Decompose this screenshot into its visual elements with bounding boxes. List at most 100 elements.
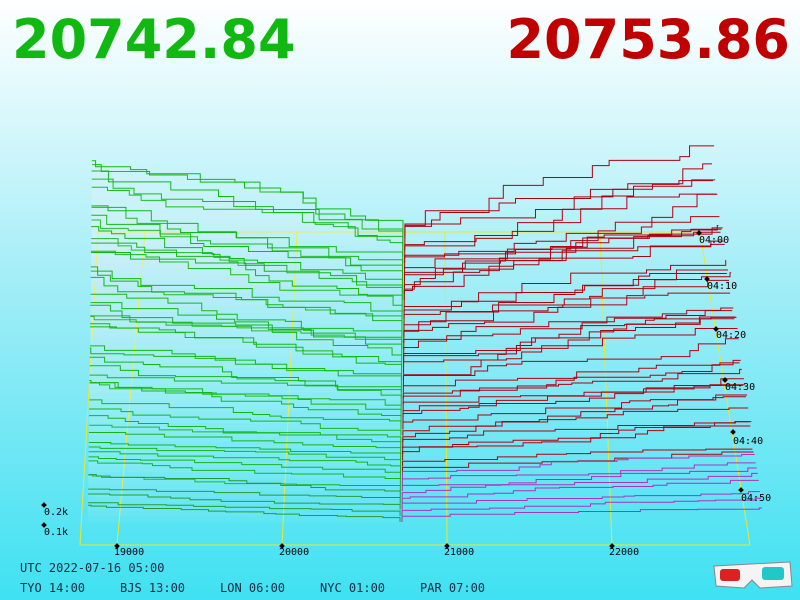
ask-layer [402, 338, 739, 387]
bid-layer [90, 250, 403, 307]
ask-layer [403, 272, 727, 319]
ask-layer [403, 316, 736, 368]
floor-outline [79, 231, 751, 546]
bid-layer-fill [91, 238, 403, 288]
glasses-lens-red[interactable] [720, 569, 740, 581]
bid-layer [89, 345, 402, 381]
ask-layer [402, 394, 748, 436]
axis-dot [704, 276, 710, 282]
ask-layer [401, 497, 761, 516]
zone-time: LON 06:00 [220, 581, 285, 595]
zone-time: TYO 14:00 [20, 581, 85, 595]
bid-layer [89, 374, 402, 405]
ask-price: 20753.86 [506, 8, 790, 71]
axis-dot [722, 377, 728, 383]
depth-layers [88, 145, 762, 522]
bid-layer [89, 415, 402, 448]
axis-dot [114, 543, 120, 549]
ask-layer [401, 491, 760, 510]
bid-layer [88, 431, 402, 455]
ask-layer [402, 421, 750, 448]
axis-dot [609, 543, 615, 549]
bid-layer-fill [88, 489, 401, 504]
bid-layer [91, 214, 403, 282]
bid-layer-fill [91, 207, 403, 263]
ask-layer [404, 193, 717, 257]
bid-layer-fill [89, 425, 401, 442]
ask-layer [403, 228, 722, 288]
bid-layer-fill [88, 505, 400, 522]
bid-price: 20742.84 [12, 8, 296, 71]
ask-layer [402, 359, 741, 399]
bid-layer-fill [88, 432, 401, 455]
ask-layer [404, 224, 719, 270]
ask-layer [402, 396, 747, 430]
bid-layer [89, 356, 402, 393]
bid-layer-fill [90, 252, 403, 313]
ask-layer [404, 163, 712, 232]
bid-layer [88, 493, 401, 510]
bid-layer-fill [90, 294, 402, 337]
bid-layer-fill [90, 315, 402, 356]
ask-layer [403, 316, 737, 374]
bid-layer [89, 382, 402, 411]
glasses-lens-cyan[interactable] [762, 567, 784, 580]
bid-layer [90, 326, 403, 374]
price-label: 20000 [279, 547, 309, 558]
utc-time: UTC 2022-07-16 05:00 [20, 561, 165, 575]
ask-layer [403, 243, 725, 307]
bid-layer [88, 460, 401, 485]
bid-layer [91, 226, 403, 294]
axis-dot [279, 543, 285, 549]
axis-dot [738, 487, 744, 493]
bid-layer [90, 304, 403, 362]
bid-layer [88, 441, 402, 461]
bid-layer-fill [91, 187, 403, 251]
volume-label: 0.2k [44, 507, 68, 518]
bid-layer [90, 323, 403, 368]
ask-layer [403, 227, 723, 294]
bid-layer-fill [88, 447, 401, 467]
axis-dot [713, 326, 719, 332]
bid-layer [90, 251, 403, 313]
ask-layer [402, 421, 752, 461]
bid-layer [91, 205, 404, 276]
3d-glasses-button[interactable] [713, 561, 793, 589]
bid-layer-fill [89, 348, 402, 387]
price-label: 19000 [114, 547, 144, 558]
ask-layer [401, 472, 758, 498]
bid-layer-fill [90, 305, 402, 362]
ask-layer [401, 453, 755, 479]
axis-dot [696, 230, 702, 236]
bid-layer-fill [89, 375, 402, 405]
bid-layer-fill [89, 365, 402, 399]
bid-layer [91, 160, 404, 239]
ask-layer [403, 292, 731, 337]
axis-dot [730, 429, 736, 435]
time-label: 04:40 [733, 436, 763, 447]
bid-layer-fill [90, 251, 403, 307]
bid-layer-fill [90, 271, 403, 319]
bid-layer-fill [89, 357, 402, 393]
bid-layer [89, 382, 402, 418]
ask-layer [402, 448, 753, 467]
bid-layer-fill [91, 160, 403, 239]
bid-layer [90, 315, 403, 356]
ask-layer [402, 378, 744, 418]
zone-time: PAR 07:00 [420, 581, 485, 595]
ask-layer [403, 279, 730, 331]
bid-layer-fill [90, 302, 402, 344]
bid-layer-fill [89, 382, 402, 418]
bid-layer [91, 219, 404, 270]
bid-layer [91, 242, 403, 300]
bid-layer [90, 266, 403, 325]
bid-layer [88, 504, 401, 522]
bid-layer [88, 456, 401, 479]
price-label: 21000 [444, 547, 474, 558]
bid-layer [88, 502, 401, 516]
bid-layer [90, 293, 403, 337]
time-label: 04:50 [741, 493, 771, 504]
ask-layer [404, 145, 715, 245]
bid-layer [90, 270, 403, 319]
bid-layer-fill [89, 399, 401, 430]
